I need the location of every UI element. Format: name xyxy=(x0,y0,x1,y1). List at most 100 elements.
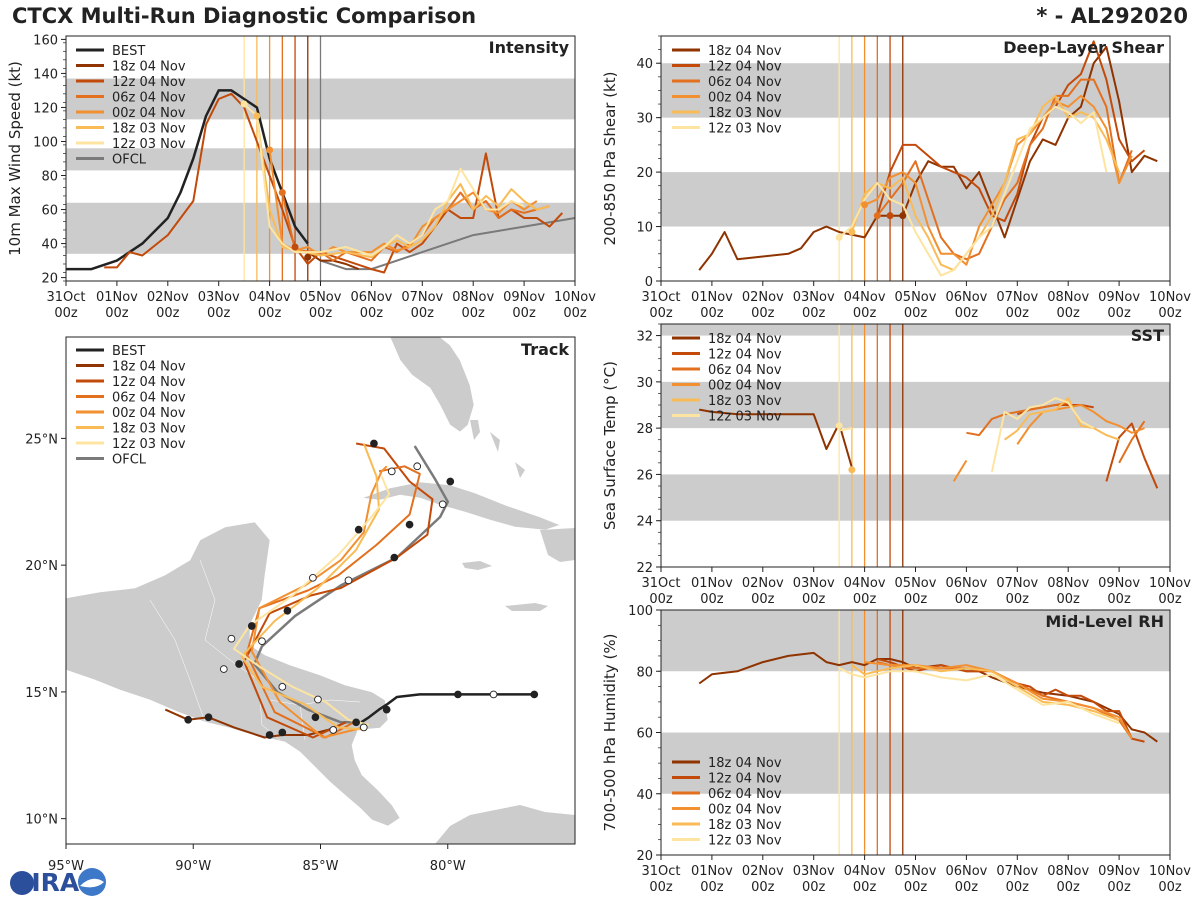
hispaniola-land xyxy=(540,528,575,562)
init-marker xyxy=(304,253,312,261)
init-marker xyxy=(291,243,299,251)
x-tick-label: 04Nov xyxy=(844,864,886,879)
x-tick-label: 00z xyxy=(1006,880,1030,895)
x-tick-label: 00z xyxy=(1107,592,1131,607)
track-position-marker xyxy=(204,713,213,722)
x-tick-label: 02Nov xyxy=(742,290,784,305)
x-tick-label: 02Nov xyxy=(147,290,189,305)
x-tick-label: 00z xyxy=(156,306,180,321)
x-tick-label: 00z xyxy=(802,306,826,321)
x-tick-label: 03Nov xyxy=(198,290,240,305)
init-marker xyxy=(886,212,894,220)
lon-tick-label: 90°W xyxy=(175,859,211,874)
series-line-12z-03-nov xyxy=(243,103,525,257)
x-tick-label: 08Nov xyxy=(452,290,494,305)
x-tick-label: 00z xyxy=(853,592,877,607)
x-tick-label: 10Nov xyxy=(1149,576,1191,591)
y-axis-label: Sea Surface Temp (°C) xyxy=(601,361,619,530)
series-line-12z-03-nov xyxy=(838,667,1120,725)
init-marker xyxy=(266,146,274,154)
x-tick-label: 00z xyxy=(1107,306,1131,321)
series-line-ofcl xyxy=(320,217,575,271)
series-line-06z-04-nov xyxy=(877,661,1133,740)
series-line-18z-03-nov xyxy=(851,664,1120,722)
x-tick-label: 02Nov xyxy=(742,576,784,591)
track-position-marker xyxy=(413,462,422,471)
track-position-marker xyxy=(247,622,256,630)
colombia-land xyxy=(435,805,575,844)
y-tick-label: 100 xyxy=(33,135,58,150)
track-position-marker xyxy=(235,660,243,668)
x-tick-label: 00z xyxy=(360,306,384,321)
lat-tick-label: 15°N xyxy=(25,686,58,701)
track-position-marker xyxy=(219,665,228,673)
x-tick-label: 00z xyxy=(563,306,587,321)
chart-title: SST xyxy=(1131,326,1164,345)
series-line-18z-04-nov xyxy=(699,408,853,468)
y-tick-label: 20 xyxy=(636,849,653,864)
y-tick-label: 20 xyxy=(636,166,653,181)
sst-plot-area xyxy=(661,324,1170,567)
track-position-marker xyxy=(278,728,287,737)
track-position-marker xyxy=(387,467,396,476)
legend-label: 18z 04 Nov xyxy=(112,360,186,375)
legend-label: 12z 04 Nov xyxy=(708,772,782,787)
track-line-ofcl xyxy=(253,445,450,724)
lat-tick-label: 10°N xyxy=(25,813,58,828)
jamaica-land xyxy=(462,561,492,570)
legend-label: 18z 03 Nov xyxy=(708,106,782,121)
x-tick-label: 31Oct xyxy=(641,576,680,591)
y-tick-label: 40 xyxy=(41,238,58,253)
track-position-marker xyxy=(227,634,236,643)
series-line-00z-04-nov xyxy=(864,94,1133,266)
x-tick-label: 00z xyxy=(411,306,435,321)
legend-label: 12z 03 Nov xyxy=(708,834,782,849)
x-tick-label: 00z xyxy=(512,306,536,321)
track-position-marker xyxy=(314,695,322,704)
legend-label: 18z 03 Nov xyxy=(708,818,782,833)
intensity-plot-area xyxy=(66,36,575,281)
series-line-12z-04-nov xyxy=(1105,422,1159,489)
series-line-00z-04-nov xyxy=(952,459,968,482)
series-line-06z-04-nov xyxy=(1118,420,1146,464)
track-position-marker xyxy=(352,718,360,727)
legend-label: 18z 04 Nov xyxy=(112,60,186,75)
puerto-rico-land xyxy=(505,603,548,611)
track-position-marker xyxy=(283,606,292,615)
x-tick-label: 00z xyxy=(105,306,129,321)
track-position-marker xyxy=(405,520,414,529)
legend-label: 06z 04 Nov xyxy=(708,75,782,90)
track-position-marker xyxy=(359,723,368,732)
x-tick-label: 00z xyxy=(462,306,486,321)
bahamas-land xyxy=(470,420,525,478)
track-position-marker xyxy=(329,726,338,734)
lat-tick-label: 20°N xyxy=(25,559,58,574)
y-axis-label: 700-500 hPa Humidity (%) xyxy=(601,633,619,831)
init-marker xyxy=(240,100,248,108)
series-line-18z-04-nov xyxy=(698,45,1158,271)
x-tick-label: 09Nov xyxy=(1098,290,1140,305)
track-position-marker xyxy=(489,690,498,699)
threshold-band xyxy=(661,732,1170,794)
x-tick-label: 05Nov xyxy=(300,290,342,305)
x-tick-label: 00z xyxy=(853,880,877,895)
series-line-18z-03-nov xyxy=(850,94,1121,272)
track-position-marker xyxy=(382,705,391,714)
legend-label: 12z 04 Nov xyxy=(708,348,782,363)
legend-label: 18z 04 Nov xyxy=(708,332,782,347)
x-tick-label: 00z xyxy=(1006,306,1030,321)
threshold-band xyxy=(661,172,1170,227)
x-tick-label: 04Nov xyxy=(249,290,291,305)
series-line-12z-04-nov xyxy=(876,40,1146,223)
x-tick-label: 06Nov xyxy=(945,864,987,879)
rh-plot-area xyxy=(661,610,1170,855)
y-axis-label: 200-850 hPa Shear (kt) xyxy=(601,72,619,246)
legend-label: 12z 04 Nov xyxy=(708,60,782,75)
series-line-06z-04-nov xyxy=(966,401,1069,437)
x-tick-label: 00z xyxy=(649,592,673,607)
y-tick-label: 40 xyxy=(636,57,653,72)
